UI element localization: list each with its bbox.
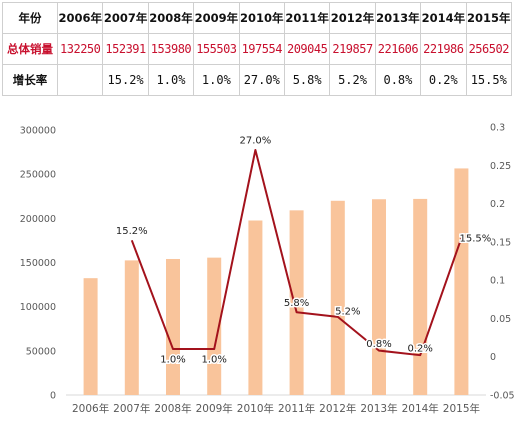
x-tick-label: 2015年: [443, 402, 480, 415]
year-cell: 2009年: [193, 2, 240, 34]
bar: [83, 278, 98, 395]
growth-cell: 5.2%: [329, 64, 376, 96]
year-cell: 2014年: [420, 2, 467, 34]
growth-cell: 1.0%: [147, 64, 195, 96]
bar: [372, 199, 386, 395]
y-left-tick-label: 150000: [20, 258, 56, 269]
sales-growth-chart: 0 50000 100000 150000 200000 250000 300000 -0.0…: [20, 123, 514, 416]
x-tick-label: 2008年: [154, 402, 191, 415]
y-right-tick-label: 0: [490, 352, 496, 363]
bar: [166, 258, 180, 395]
bar: [289, 210, 304, 395]
data-label: 15.5%: [460, 234, 492, 245]
year-cell: 2015年: [465, 2, 513, 34]
year-cell: 2007年: [102, 2, 149, 34]
bar: [413, 198, 428, 395]
x-tick-label: 2014年: [402, 402, 439, 415]
sales-cell: 221986: [420, 33, 467, 65]
x-tick-label: 2011年: [278, 402, 315, 415]
y-right-tick-label: 0.2: [490, 199, 505, 210]
sales-cell: 132250: [56, 33, 104, 65]
year-cell: 2008年: [147, 2, 195, 34]
data-table-section: 年份 2006年 2007年 2008年 2009年 2010年 2011年 2…: [0, 0, 514, 96]
x-tick-label: 2006年: [72, 402, 109, 415]
y-right-tick-label: 0.3: [490, 123, 505, 134]
sales-cell: 155503: [193, 33, 240, 65]
x-tick-label: 2010年: [237, 402, 274, 415]
sales-cell: 197554: [238, 33, 285, 65]
y-left-tick-label: 100000: [20, 302, 56, 313]
year-cell: 2006年: [56, 2, 104, 34]
x-tick-label: 2007年: [113, 402, 150, 415]
x-tick-label: 2013年: [360, 402, 397, 415]
y-right-tick-label: 0.15: [490, 237, 511, 248]
sales-cell: 153980: [147, 33, 195, 65]
year-cell: 2010年: [238, 2, 285, 34]
sales-cell: 221606: [374, 33, 422, 65]
growth-cell: 15.5%: [465, 64, 513, 96]
growth-cell: 27.0%: [238, 64, 285, 96]
bar: [207, 257, 222, 395]
x-tick-label: 2009年: [196, 402, 233, 415]
bar: [454, 168, 469, 395]
x-tick-label: 2012年: [319, 402, 356, 415]
growth-cell: 15.2%: [102, 64, 149, 96]
year-cell: 2013年: [374, 2, 422, 34]
y-left-tick-label: 200000: [20, 214, 56, 225]
growth-cell: 5.8%: [283, 64, 331, 96]
table-row-sales: 总体销量 132250 152391 153980 155503 197554 …: [2, 33, 513, 65]
sales-cell: 256502: [465, 33, 513, 65]
header-label: 年份: [2, 2, 58, 34]
data-label: 0.2%: [407, 344, 432, 355]
table-row-growth: 增长率 15.2% 1.0% 1.0% 27.0% 5.8% 5.2% 0.8%…: [2, 64, 513, 96]
growth-label: 增长率: [2, 64, 58, 96]
y-right-tick-label: 0.05: [490, 314, 511, 325]
y-left-tick-label: 300000: [20, 126, 56, 137]
growth-line: [130, 148, 463, 357]
year-cell: 2012年: [329, 2, 376, 34]
sales-cell: 209045: [283, 33, 331, 65]
data-label: 1.0%: [201, 355, 226, 366]
year-cell: 2011年: [283, 2, 331, 34]
data-label: 15.2%: [116, 226, 148, 237]
y-right-tick-label: 0.25: [490, 161, 511, 172]
bar: [330, 200, 345, 395]
y-left-tick-label: 250000: [20, 170, 56, 181]
table-row-years: 年份 2006年 2007年 2008年 2009年 2010年 2011年 2…: [2, 2, 513, 34]
sales-cell: 219857: [329, 33, 376, 65]
growth-cell: 1.0%: [193, 64, 240, 96]
data-label: 5.2%: [335, 306, 360, 317]
sales-table: 年份 2006年 2007年 2008年 2009年 2010年 2011年 2…: [2, 2, 513, 96]
growth-cell: 0.8%: [374, 64, 422, 96]
data-label: 5.8%: [284, 298, 309, 309]
data-label: 27.0%: [240, 135, 272, 146]
bar: [248, 220, 263, 395]
sales-cell: 152391: [102, 33, 149, 65]
y-left-tick-label: 50000: [26, 346, 56, 357]
bar: [124, 260, 139, 395]
data-label: 0.8%: [366, 339, 391, 350]
sales-label: 总体销量: [2, 33, 58, 65]
data-label: 1.0%: [160, 355, 185, 366]
y-left-tick-label: 0: [50, 391, 56, 402]
growth-cell: 0.2%: [420, 64, 467, 96]
growth-cell: [56, 64, 104, 96]
y-right-tick-label: -0.05: [490, 391, 514, 402]
y-right-tick-label: 0.1: [490, 276, 505, 287]
